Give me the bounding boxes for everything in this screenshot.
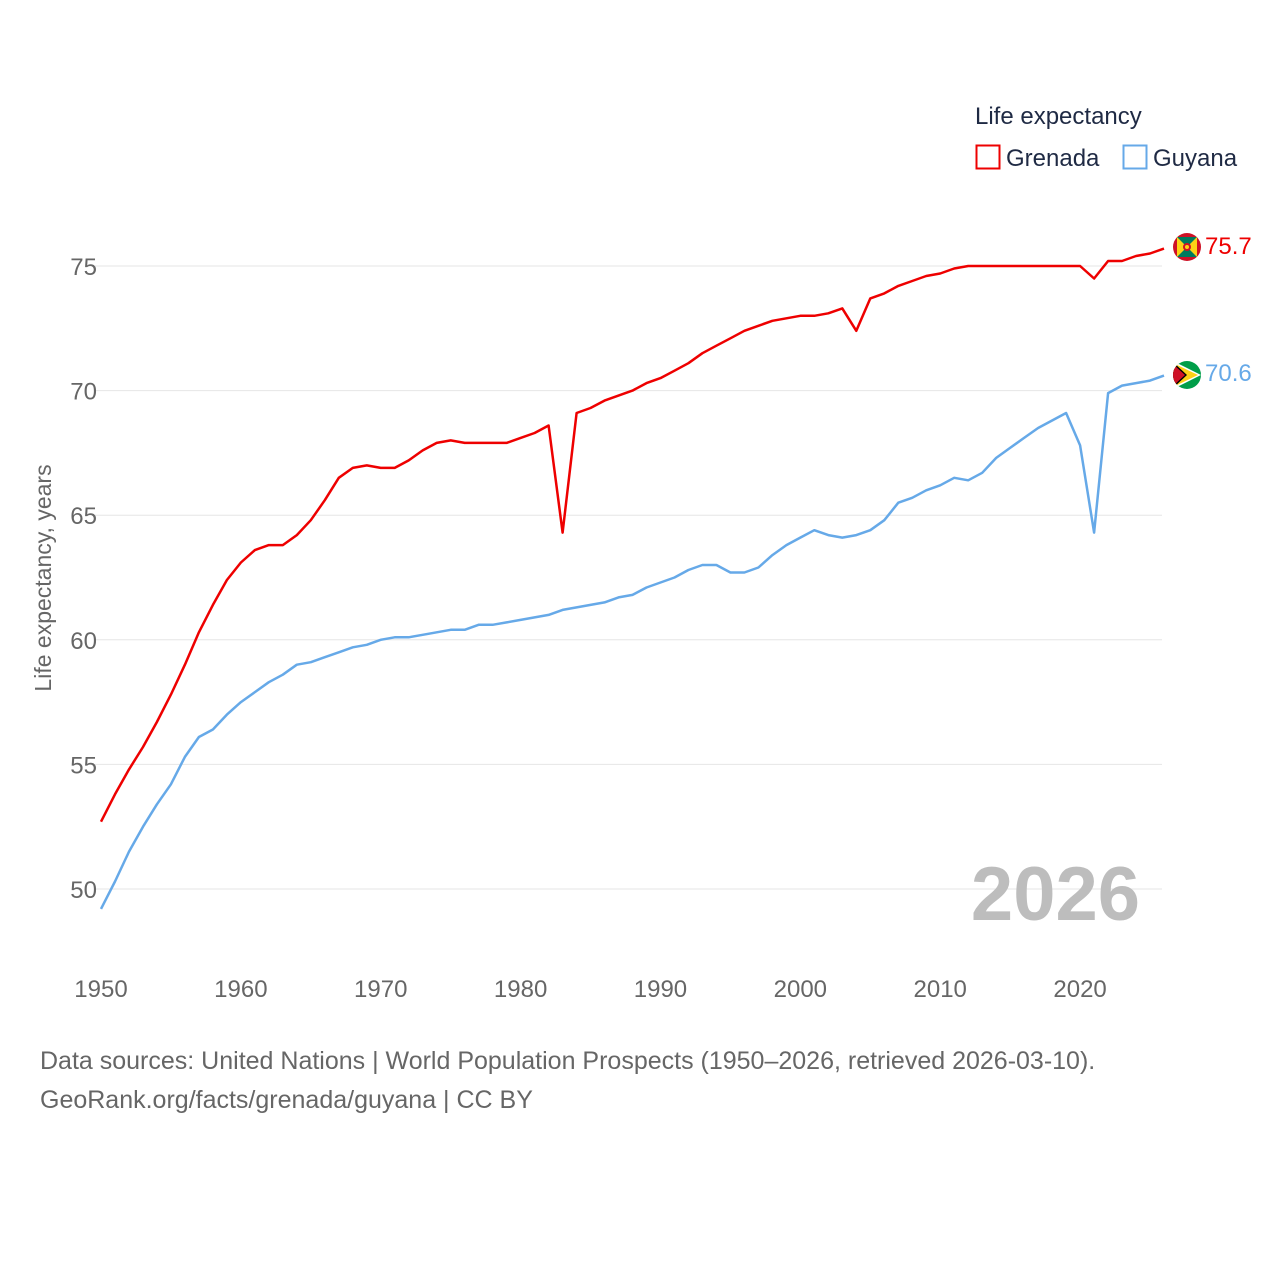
y-tick-label: 50 bbox=[70, 877, 97, 904]
legend: Life expectancy Grenada Guyana bbox=[975, 103, 1238, 172]
footer: Data sources: United Nations | World Pop… bbox=[40, 1042, 1095, 1120]
x-tick-label: 1980 bbox=[494, 976, 547, 1003]
x-tick-label: 2020 bbox=[1053, 976, 1106, 1003]
credit-line[interactable]: GeoRank.org/facts/grenada/guyana | CC BY bbox=[40, 1086, 533, 1114]
y-tick-label: 65 bbox=[70, 503, 97, 530]
x-tick-label: 2010 bbox=[914, 976, 967, 1003]
series-line-grenada[interactable] bbox=[99, 247, 1165, 823]
x-tick-label: 1990 bbox=[634, 976, 687, 1003]
gridlines bbox=[95, 265, 1162, 890]
series-line-guyana[interactable] bbox=[99, 374, 1165, 910]
source-line: Data sources: United Nations | World Pop… bbox=[40, 1047, 1096, 1075]
legend-label-grenada[interactable]: Grenada bbox=[1006, 145, 1100, 172]
x-tick-label: 1950 bbox=[74, 976, 127, 1003]
y-tick-label: 70 bbox=[70, 379, 97, 406]
y-tick-label: 55 bbox=[70, 752, 97, 779]
series-lines bbox=[99, 247, 1165, 910]
end-label-guyana: 70.6 bbox=[1205, 360, 1252, 387]
x-tick-label: 2000 bbox=[774, 976, 827, 1003]
guyana-flag-icon bbox=[1173, 361, 1201, 389]
y-axis-ticks: 50 55 60 65 70 75 bbox=[70, 254, 97, 904]
y-tick-label: 60 bbox=[70, 628, 97, 655]
end-label-grenada: 75.7 bbox=[1205, 233, 1252, 260]
y-axis-label: Life expectancy, years bbox=[30, 464, 56, 691]
legend-title: Life expectancy bbox=[975, 103, 1142, 130]
x-axis-ticks: 1950 1960 1970 1980 1990 2000 2010 2020 bbox=[74, 976, 1106, 1003]
legend-swatch-guyana[interactable] bbox=[1122, 144, 1148, 170]
x-tick-label: 1970 bbox=[354, 976, 407, 1003]
life-expectancy-chart: 50 55 60 65 70 75 1950 1960 1970 1980 1990 2000 201… bbox=[30, 103, 1252, 1003]
y-tick-label: 75 bbox=[70, 254, 97, 281]
legend-label-guyana[interactable]: Guyana bbox=[1153, 145, 1238, 172]
year-watermark: 2026 bbox=[971, 852, 1140, 937]
x-tick-label: 1960 bbox=[214, 976, 267, 1003]
legend-swatch-grenada[interactable] bbox=[975, 144, 1001, 170]
grenada-flag-icon bbox=[1173, 233, 1201, 261]
